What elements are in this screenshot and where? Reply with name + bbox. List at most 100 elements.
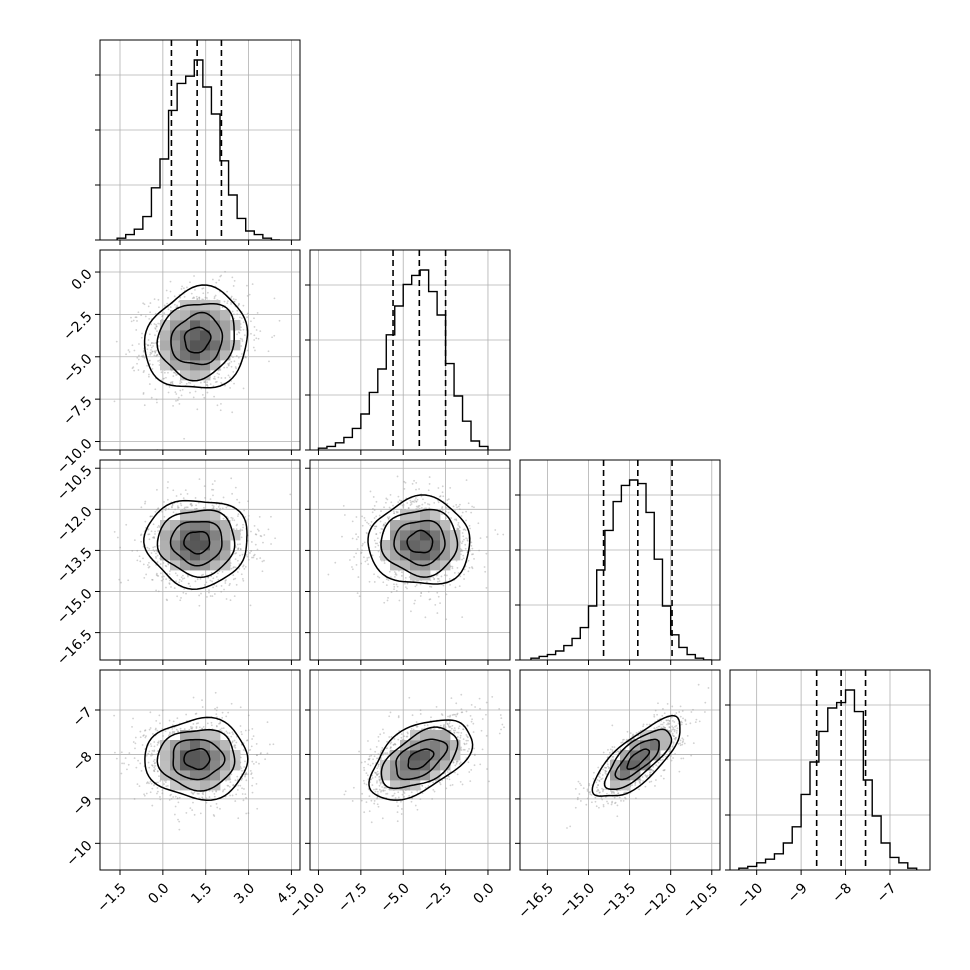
sample-point (375, 745, 378, 748)
density-cell (210, 340, 221, 351)
sample-point (404, 582, 406, 585)
sample-point (228, 376, 231, 379)
sample-point (190, 292, 193, 295)
sample-point (184, 506, 186, 509)
sample-point (458, 585, 461, 588)
sample-point (373, 788, 375, 791)
sample-point (411, 482, 414, 485)
sample-point (249, 769, 252, 772)
sample-point (142, 371, 145, 374)
panel-plot-area (100, 460, 300, 660)
sample-point (137, 369, 140, 371)
sample-point (670, 759, 673, 762)
sample-point (226, 784, 229, 787)
sample-point (406, 735, 409, 738)
density-cell (390, 750, 401, 761)
contour-level-2 (603, 728, 673, 791)
sample-point (374, 527, 376, 530)
sample-point (452, 729, 455, 732)
sample-point (404, 576, 407, 579)
sample-point (151, 342, 154, 344)
histogram-panel-2 (515, 459, 721, 665)
sample-point (246, 555, 249, 558)
density-cell (180, 520, 191, 531)
sample-point (397, 495, 400, 498)
scatter-points (113, 477, 292, 607)
sample-point (189, 503, 192, 506)
sample-point (162, 562, 165, 564)
sample-point (473, 557, 475, 560)
sample-point (385, 584, 388, 587)
sample-point (149, 743, 152, 745)
sample-point (397, 501, 400, 503)
contour-level-2 (380, 508, 459, 578)
sample-point (186, 492, 189, 495)
sample-point (171, 503, 174, 506)
sample-point (206, 383, 209, 386)
sample-point (441, 485, 444, 488)
sample-point (454, 729, 457, 732)
sample-point (203, 381, 206, 383)
sample-point (210, 571, 213, 574)
sample-point (136, 559, 139, 562)
sample-point (174, 391, 177, 394)
sample-point (142, 557, 144, 560)
sample-point (157, 322, 160, 325)
sample-point (152, 345, 154, 347)
sample-point (394, 572, 397, 575)
density-cell (200, 530, 211, 541)
sample-point (364, 519, 367, 522)
density-cell (190, 730, 201, 741)
sample-point (154, 312, 157, 315)
density-cell (170, 520, 181, 531)
sample-point (207, 576, 210, 579)
density-cell (210, 550, 221, 561)
sample-point (202, 292, 205, 295)
density-cell (200, 330, 211, 341)
sample-point (675, 724, 678, 727)
panel-plot-area (100, 670, 300, 870)
sample-point (125, 523, 128, 526)
sample-point (170, 505, 173, 508)
sample-point (222, 789, 225, 792)
sample-point (462, 557, 465, 560)
sample-point (148, 317, 151, 320)
density-cell (630, 760, 641, 771)
sample-point (634, 782, 637, 785)
sample-point (496, 533, 499, 536)
sample-point (675, 731, 678, 734)
density-cell (440, 550, 451, 561)
sample-point (473, 753, 476, 756)
contour-level-3 (368, 719, 474, 801)
sample-point (186, 286, 188, 289)
sample-point (230, 296, 233, 299)
sample-point (653, 713, 656, 716)
sample-point (159, 780, 162, 782)
contour-level-3 (591, 715, 681, 797)
sample-point (251, 556, 253, 559)
sample-point (432, 781, 434, 784)
sample-point (150, 396, 153, 399)
density-cell (220, 740, 231, 751)
sample-point (384, 789, 386, 792)
sample-point (453, 518, 456, 521)
sample-point (467, 502, 470, 505)
sample-point (243, 334, 246, 337)
sample-point (446, 770, 449, 773)
sample-point (235, 367, 238, 370)
sample-point (225, 730, 228, 733)
sample-point (178, 578, 181, 581)
sample-point (245, 779, 248, 782)
sample-point (663, 726, 666, 729)
sample-point (171, 724, 174, 727)
sample-point (231, 492, 234, 495)
sample-point (151, 536, 154, 539)
sample-point (183, 295, 186, 298)
sample-point (471, 566, 473, 568)
sample-point (243, 788, 245, 790)
sample-point (361, 792, 364, 795)
sample-point (692, 708, 694, 711)
sample-point (646, 723, 648, 726)
sample-point (234, 558, 237, 560)
sample-point (376, 781, 378, 784)
